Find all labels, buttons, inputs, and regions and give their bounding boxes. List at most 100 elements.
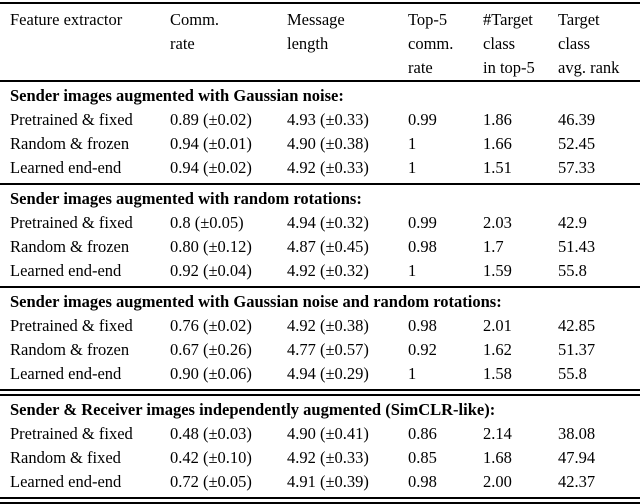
table-row: Learned end-end 0.94 (±0.02) 4.92 (±0.33… xyxy=(0,156,640,180)
cell-message-length: 4.87 (±0.45) xyxy=(287,237,369,256)
cell-message-length: 4.93 (±0.33) xyxy=(287,110,369,129)
section-simclr-like: Sender & Receiver images independently a… xyxy=(0,396,640,497)
cell-comm-rate: 0.67 (±0.26) xyxy=(170,340,252,359)
table-row: Random & frozen 0.67 (±0.26) 4.77 (±0.57… xyxy=(0,338,640,362)
cell-target-class-in-top5: 1.86 xyxy=(483,110,512,129)
cell-message-length: 4.90 (±0.38) xyxy=(287,134,369,153)
row-label: Pretrained & fixed xyxy=(10,213,133,232)
cell-top5-comm-rate: 0.99 xyxy=(408,110,437,129)
table-row: Pretrained & fixed 0.76 (±0.02) 4.92 (±0… xyxy=(0,314,640,338)
column-header-message-length: Message length xyxy=(287,10,345,53)
row-label: Learned end-end xyxy=(10,472,122,491)
cell-target-class-in-top5: 2.01 xyxy=(483,316,512,335)
cell-target-class-in-top5: 2.14 xyxy=(483,424,512,443)
cell-target-class-avg-rank: 46.39 xyxy=(558,110,596,129)
table-row: Random & fixed 0.42 (±0.10) 4.92 (±0.33)… xyxy=(0,446,640,470)
cell-message-length: 4.90 (±0.41) xyxy=(287,424,369,443)
cell-target-class-in-top5: 1.62 xyxy=(483,340,512,359)
cell-top5-comm-rate: 0.85 xyxy=(408,448,437,467)
cell-message-length: 4.92 (±0.33) xyxy=(287,448,369,467)
column-header-feature-extractor: Feature extractor xyxy=(10,10,123,29)
column-header-target-class-avg-rank: Target class avg. rank xyxy=(558,10,620,77)
row-label: Pretrained & fixed xyxy=(10,316,133,335)
table-header-row: Feature extractor Comm. rate Message len… xyxy=(0,4,640,80)
row-label: Learned end-end xyxy=(10,158,122,177)
row-label: Pretrained & fixed xyxy=(10,424,133,443)
cell-target-class-avg-rank: 57.33 xyxy=(558,158,596,177)
cell-target-class-in-top5: 1.59 xyxy=(483,261,512,280)
table-row: Pretrained & fixed 0.48 (±0.03) 4.90 (±0… xyxy=(0,422,640,446)
cell-target-class-in-top5: 1.58 xyxy=(483,364,512,383)
cell-comm-rate: 0.92 (±0.04) xyxy=(170,261,252,280)
cell-top5-comm-rate: 0.98 xyxy=(408,472,437,491)
column-header-top5-comm-rate: Top-5 comm. rate xyxy=(408,10,454,77)
cell-message-length: 4.94 (±0.32) xyxy=(287,213,369,232)
cell-target-class-avg-rank: 42.85 xyxy=(558,316,596,335)
column-header-comm-rate: Comm. rate xyxy=(170,10,220,53)
cell-target-class-avg-rank: 55.8 xyxy=(558,364,587,383)
cell-comm-rate: 0.8 (±0.05) xyxy=(170,213,244,232)
row-label: Random & frozen xyxy=(10,134,130,153)
cell-target-class-in-top5: 1.66 xyxy=(483,134,512,153)
table-row: Learned end-end 0.90 (±0.06) 4.94 (±0.29… xyxy=(0,362,640,386)
cell-target-class-in-top5: 1.68 xyxy=(483,448,512,467)
section-title: Sender images augmented with Gaussian no… xyxy=(10,292,502,311)
cell-target-class-in-top5: 1.7 xyxy=(483,237,504,256)
table-row: Pretrained & fixed 0.8 (±0.05) 4.94 (±0.… xyxy=(0,211,640,235)
cell-target-class-avg-rank: 42.9 xyxy=(558,213,587,232)
column-header-target-class-in-top5: #Target class in top-5 xyxy=(483,10,535,77)
double-rule xyxy=(0,389,640,396)
cell-target-class-avg-rank: 51.37 xyxy=(558,340,596,359)
section-gaussian-noise: Sender images augmented with Gaussian no… xyxy=(0,82,640,183)
cell-top5-comm-rate: 0.92 xyxy=(408,340,437,359)
section-title: Sender images augmented with Gaussian no… xyxy=(10,86,344,105)
cell-top5-comm-rate: 0.99 xyxy=(408,213,437,232)
row-label: Pretrained & fixed xyxy=(10,110,133,129)
cell-top5-comm-rate: 1 xyxy=(408,158,417,177)
cell-message-length: 4.94 (±0.29) xyxy=(287,364,369,383)
cell-comm-rate: 0.48 (±0.03) xyxy=(170,424,252,443)
row-label: Learned end-end xyxy=(10,364,122,383)
section-random-rotations: Sender images augmented with random rota… xyxy=(0,185,640,286)
table-row: Pretrained & fixed 0.89 (±0.02) 4.93 (±0… xyxy=(0,108,640,132)
section-title: Sender images augmented with random rota… xyxy=(10,189,362,208)
cell-target-class-in-top5: 2.00 xyxy=(483,472,512,491)
cell-message-length: 4.92 (±0.32) xyxy=(287,261,369,280)
section-rule xyxy=(0,286,640,288)
cell-target-class-avg-rank: 47.94 xyxy=(558,448,596,467)
row-label: Random & frozen xyxy=(10,237,130,256)
section-rule xyxy=(0,183,640,185)
cell-top5-comm-rate: 0.98 xyxy=(408,316,437,335)
cell-comm-rate: 0.94 (±0.01) xyxy=(170,134,252,153)
cell-top5-comm-rate: 1 xyxy=(408,261,417,280)
table-row: Learned end-end 0.72 (±0.05) 4.91 (±0.39… xyxy=(0,470,640,494)
cell-comm-rate: 0.80 (±0.12) xyxy=(170,237,252,256)
cell-target-class-avg-rank: 38.08 xyxy=(558,424,596,443)
table-row: Learned end-end 0.92 (±0.04) 4.92 (±0.32… xyxy=(0,259,640,283)
cell-target-class-in-top5: 2.03 xyxy=(483,213,512,232)
cell-target-class-avg-rank: 55.8 xyxy=(558,261,587,280)
row-label: Learned end-end xyxy=(10,261,122,280)
cell-comm-rate: 0.76 (±0.02) xyxy=(170,316,252,335)
cell-comm-rate: 0.42 (±0.10) xyxy=(170,448,252,467)
section-title: Sender & Receiver images independently a… xyxy=(10,400,496,419)
cell-comm-rate: 0.94 (±0.02) xyxy=(170,158,252,177)
row-label: Random & fixed xyxy=(10,448,121,467)
cell-message-length: 4.92 (±0.33) xyxy=(287,158,369,177)
cell-target-class-avg-rank: 51.43 xyxy=(558,237,596,256)
cell-message-length: 4.92 (±0.38) xyxy=(287,316,369,335)
cell-top5-comm-rate: 1 xyxy=(408,364,417,383)
cell-top5-comm-rate: 0.86 xyxy=(408,424,437,443)
cell-comm-rate: 0.90 (±0.06) xyxy=(170,364,252,383)
row-label: Random & frozen xyxy=(10,340,130,359)
cell-comm-rate: 0.89 (±0.02) xyxy=(170,110,252,129)
table-row: Random & frozen 0.94 (±0.01) 4.90 (±0.38… xyxy=(0,132,640,156)
table-row: Random & frozen 0.80 (±0.12) 4.87 (±0.45… xyxy=(0,235,640,259)
cell-target-class-in-top5: 1.51 xyxy=(483,158,512,177)
table-bottom-rule xyxy=(0,497,640,504)
table-top-rule xyxy=(0,2,640,4)
cell-message-length: 4.91 (±0.39) xyxy=(287,472,369,491)
cell-message-length: 4.77 (±0.57) xyxy=(287,340,369,359)
header-rule xyxy=(0,80,640,82)
